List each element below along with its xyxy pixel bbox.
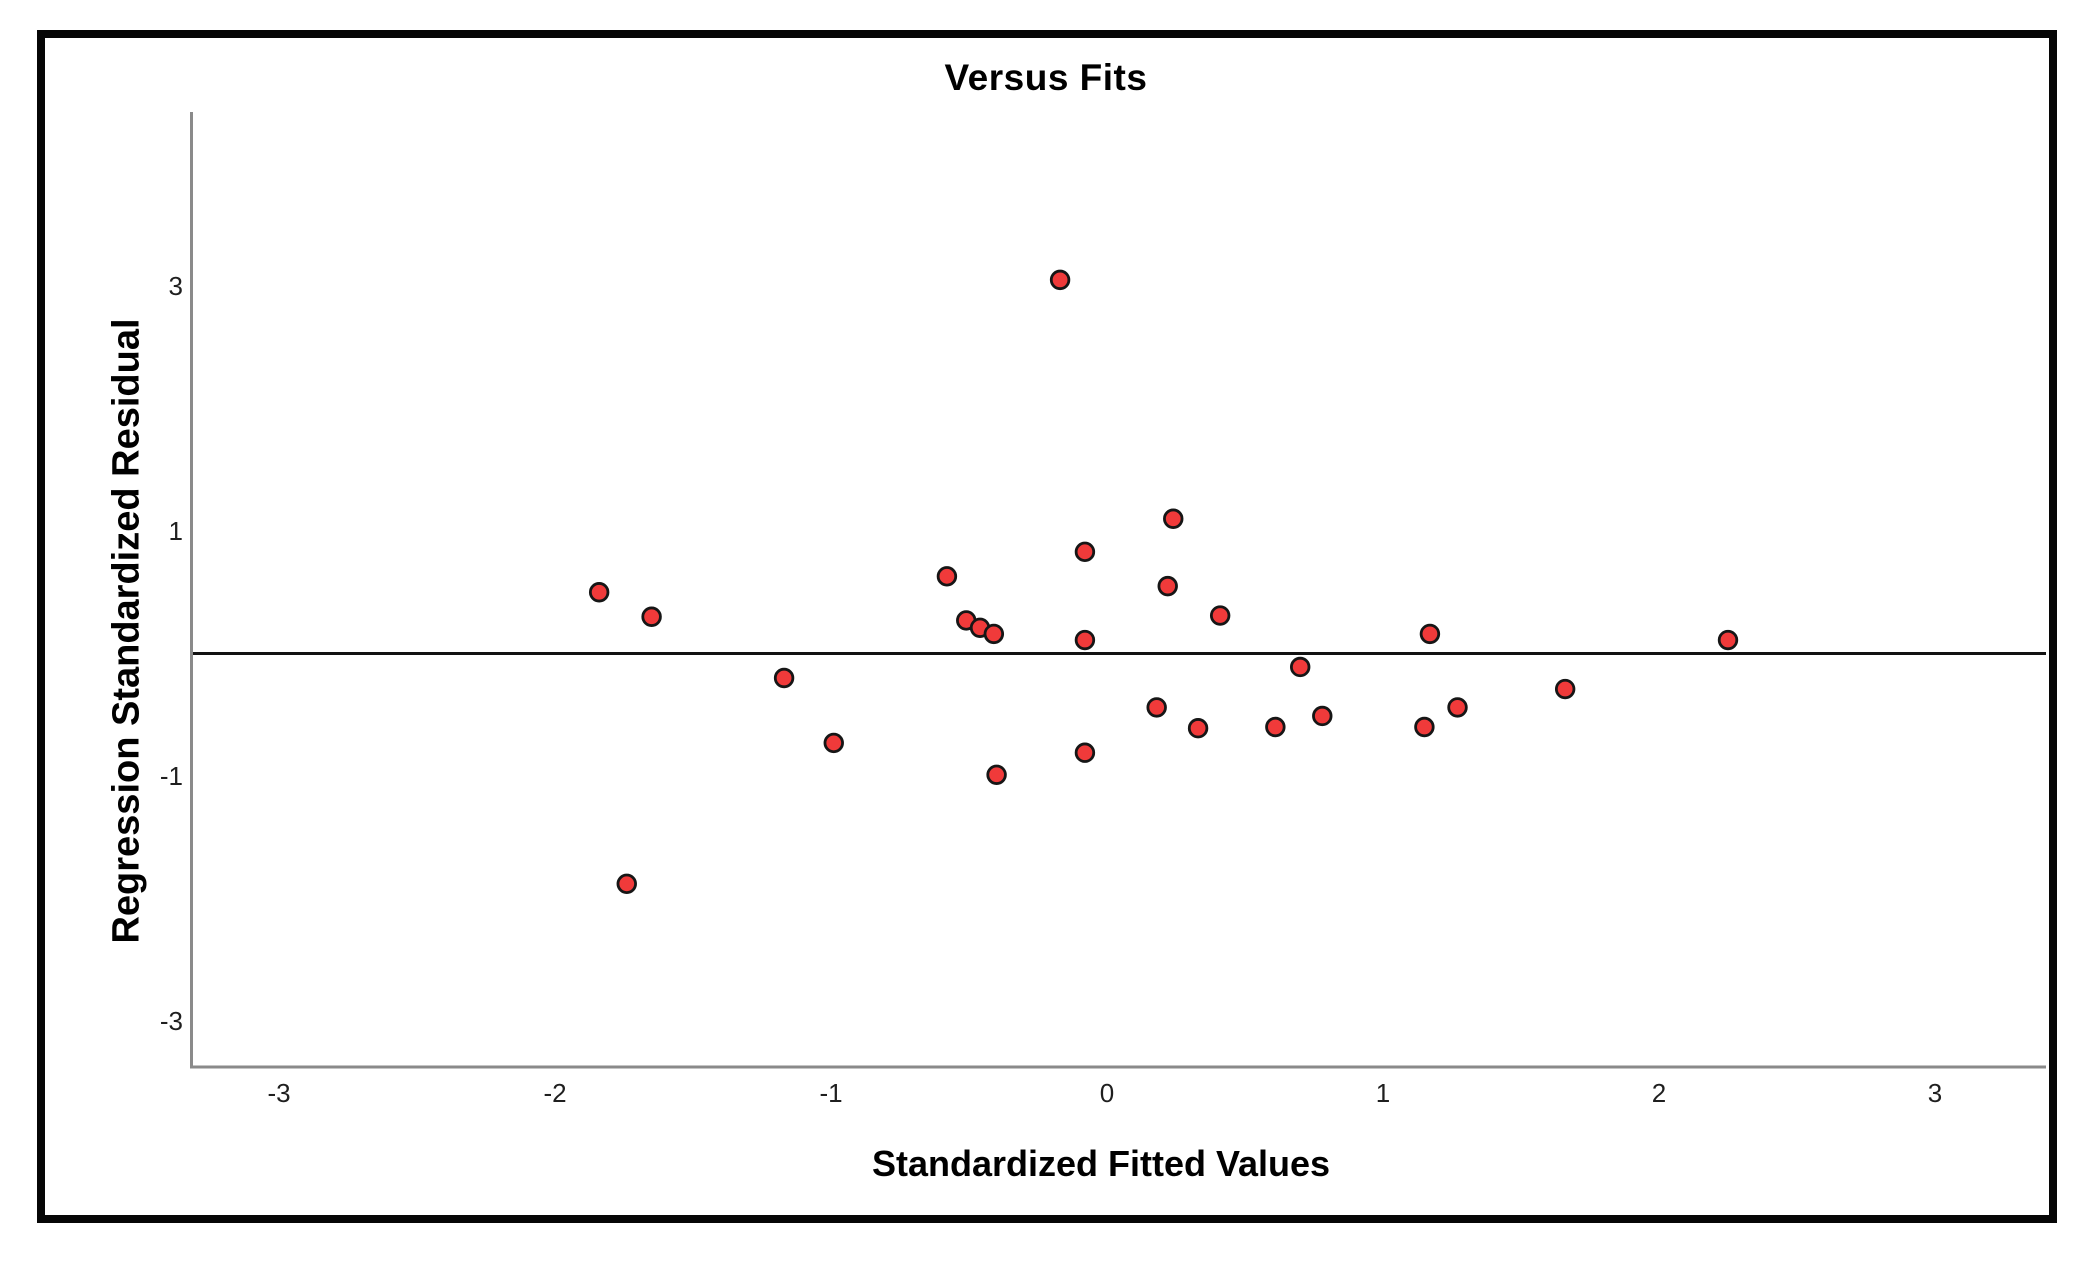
- data-point: [1717, 629, 1739, 651]
- data-point: [1419, 623, 1441, 645]
- data-point: [1414, 716, 1435, 738]
- chart-title: Versus Fits: [944, 57, 1148, 98]
- y-tick-label: -3: [160, 1006, 183, 1036]
- data-point: [1074, 541, 1096, 563]
- data-point: [1209, 605, 1231, 626]
- data-point: [641, 606, 662, 627]
- x-tick-label: 0: [1100, 1078, 1114, 1108]
- data-point: [1157, 575, 1178, 597]
- data-point: [1187, 718, 1209, 739]
- data-point: [1554, 678, 1576, 700]
- figure-border: [37, 30, 2057, 1223]
- x-tick-label: -1: [819, 1078, 842, 1108]
- data-point: [1074, 742, 1096, 763]
- x-tick-label: 1: [1376, 1078, 1390, 1108]
- y-tick-label: -1: [160, 761, 183, 791]
- x-tick-label: -3: [267, 1078, 290, 1108]
- data-point: [1312, 705, 1333, 727]
- data-point: [616, 873, 637, 895]
- data-point: [1265, 716, 1286, 738]
- data-point: [1146, 697, 1167, 718]
- data-point: [936, 566, 958, 587]
- data-point: [1049, 269, 1071, 291]
- data-point: [983, 623, 1005, 645]
- data-point: [773, 667, 795, 689]
- y-tick-label: 1: [169, 516, 183, 546]
- data-point: [1163, 508, 1184, 529]
- data-point: [588, 582, 610, 603]
- data-point: [823, 732, 844, 754]
- x-tick-label: 2: [1652, 1078, 1666, 1108]
- data-point: [1447, 697, 1468, 718]
- data-point: [1289, 656, 1311, 678]
- y-tick-label: 3: [169, 271, 183, 301]
- x-tick-label: -2: [543, 1078, 566, 1108]
- x-tick-label: 3: [1928, 1078, 1942, 1108]
- data-point: [986, 764, 1007, 785]
- data-point: [1074, 629, 1096, 651]
- x-axis-title: Standardized Fitted Values: [871, 1143, 1331, 1184]
